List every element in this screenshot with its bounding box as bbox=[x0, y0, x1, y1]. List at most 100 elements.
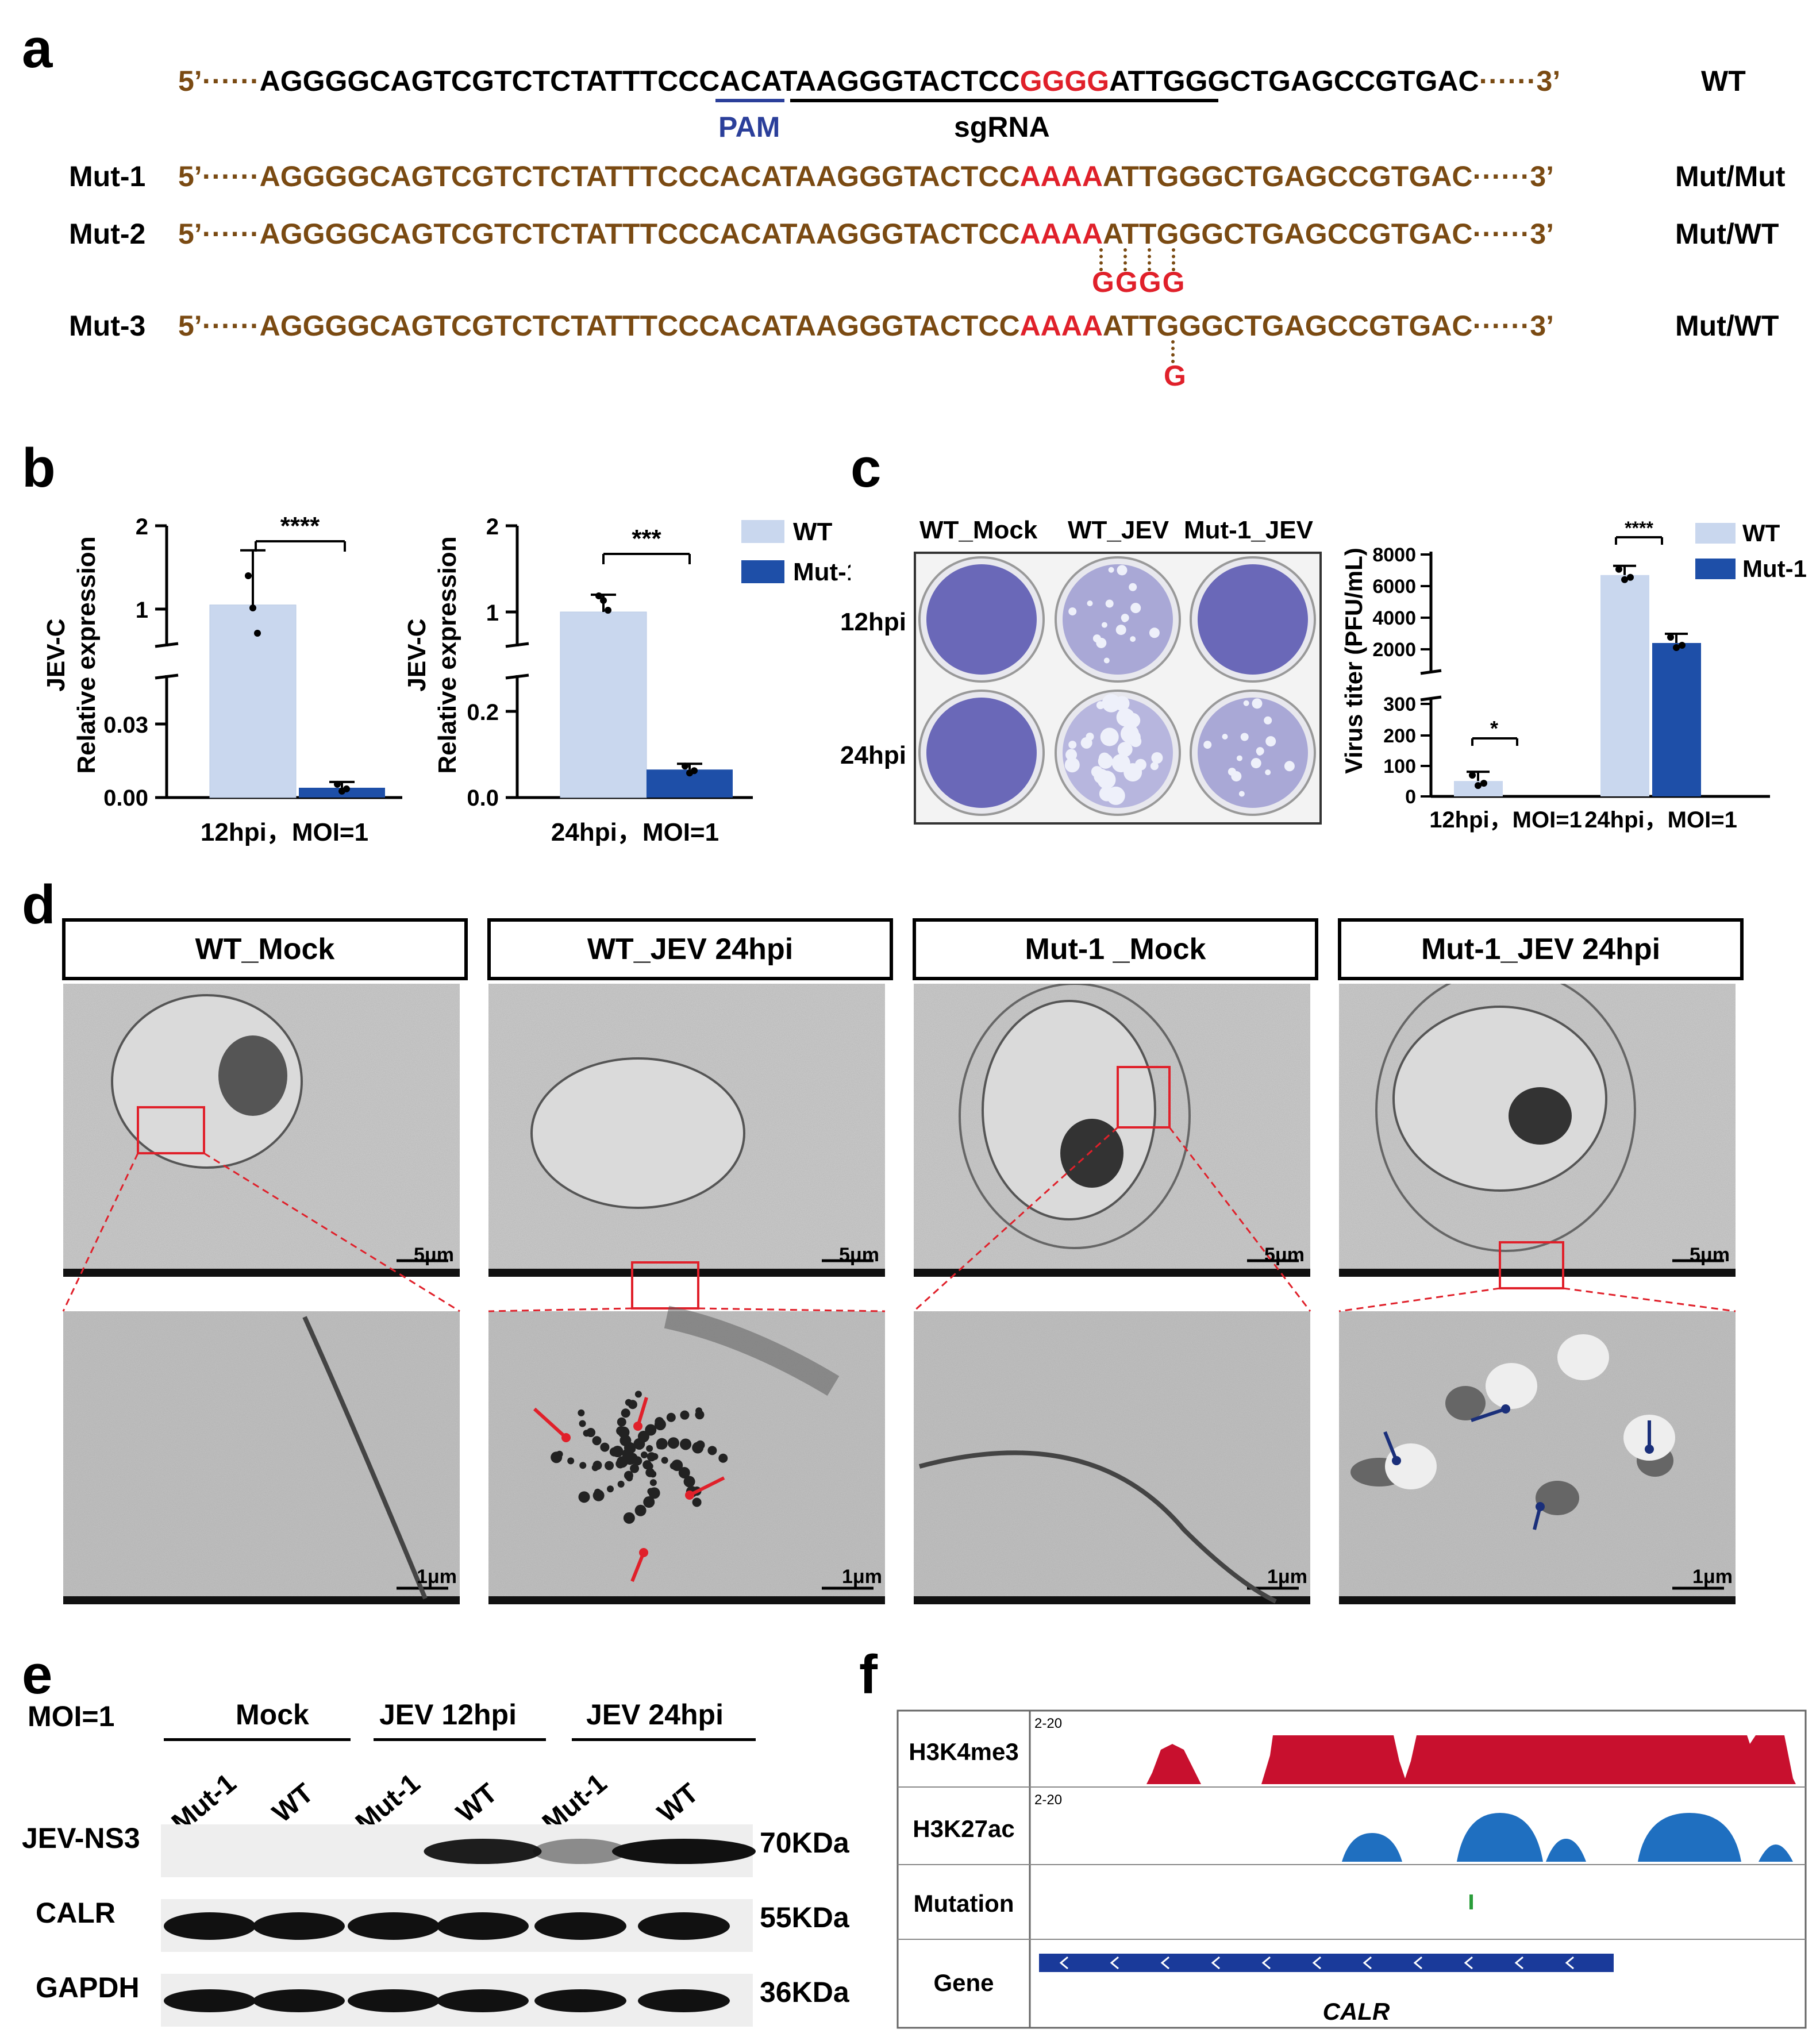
track-range: 2-20 bbox=[1034, 1716, 1062, 1731]
plaque bbox=[1065, 749, 1078, 761]
legend-c: WT Mut-1 bbox=[1695, 519, 1807, 582]
mitochondrion bbox=[1536, 1481, 1579, 1515]
panel-b-charts: JEV-C Relative expression 2 1 0.03 0.00 … bbox=[42, 512, 851, 846]
plaque bbox=[1087, 600, 1093, 606]
data-point bbox=[1621, 576, 1628, 583]
plaque bbox=[1256, 747, 1264, 756]
pam-underline bbox=[715, 99, 784, 102]
arrow-head bbox=[1536, 1502, 1545, 1511]
bar-mut-1 bbox=[1652, 643, 1701, 796]
row-header: 24hpi bbox=[840, 741, 906, 769]
arrow-head bbox=[633, 1422, 642, 1431]
legend-label: WT bbox=[793, 518, 833, 546]
h3k27ac-peak bbox=[1546, 1839, 1586, 1862]
moi-label: MOI=1 bbox=[28, 1700, 115, 1732]
y-tick: 6000 bbox=[1372, 576, 1416, 598]
blot-band bbox=[164, 1912, 256, 1940]
plaque bbox=[1203, 741, 1212, 749]
inset-line bbox=[1338, 1287, 1500, 1312]
col-header: Mut-1_JEV bbox=[1184, 516, 1313, 544]
scale-bar-bottom: 1μm bbox=[842, 1566, 882, 1588]
blot-band bbox=[437, 1912, 529, 1940]
legend-swatch-wt bbox=[1695, 523, 1736, 544]
blot-label: GAPDH bbox=[36, 1971, 140, 2004]
plaque bbox=[1068, 741, 1077, 749]
vacuole bbox=[1557, 1334, 1609, 1380]
plaque bbox=[1236, 755, 1242, 761]
virus-particle bbox=[666, 1412, 676, 1422]
group-underline bbox=[164, 1738, 351, 1741]
scale-bar-top: 5μm bbox=[839, 1244, 879, 1266]
mut-1-genotype: Mut/Mut bbox=[1675, 160, 1786, 192]
plaque bbox=[1284, 761, 1295, 772]
y-tick: 2000 bbox=[1372, 639, 1416, 661]
y-tick: 4000 bbox=[1372, 607, 1416, 629]
mut-seq-mut: AAAA bbox=[1019, 310, 1103, 342]
arrow bbox=[1383, 1431, 1398, 1462]
virus-particle bbox=[628, 1400, 637, 1410]
tem-info-bar bbox=[488, 1269, 885, 1277]
virus-particle bbox=[624, 1470, 633, 1480]
scale-bar-top: 5μm bbox=[1264, 1244, 1305, 1266]
plaque-well-stain bbox=[926, 698, 1037, 808]
data-point bbox=[1627, 573, 1634, 581]
virus-particle bbox=[592, 1461, 602, 1470]
virus-particle bbox=[640, 1435, 648, 1443]
inset-box bbox=[631, 1261, 699, 1310]
h3k27ac-peak bbox=[1457, 1813, 1543, 1862]
scale-bar-bottom: 1μm bbox=[1267, 1566, 1307, 1588]
arrow bbox=[1471, 1407, 1506, 1422]
scale-bar-top: 5μm bbox=[414, 1244, 454, 1266]
blot-band bbox=[164, 1989, 256, 2012]
blot-band bbox=[348, 1912, 440, 1940]
lane-label: WT bbox=[267, 1778, 319, 1829]
plaque bbox=[1151, 752, 1163, 764]
data-point bbox=[254, 630, 261, 637]
plaque bbox=[1130, 603, 1141, 614]
track-label: H3K27ac bbox=[913, 1815, 1014, 1842]
virus-particle bbox=[683, 1476, 695, 1488]
arrow bbox=[636, 1397, 648, 1427]
mut-seq-pre: AGGGGCAGTCGTCTCTATTTCCCACATAAGGGTACTCC bbox=[259, 310, 1020, 342]
virus-particle bbox=[618, 1426, 630, 1438]
data-point bbox=[343, 785, 350, 792]
y-tick: 0.03 bbox=[103, 713, 148, 738]
blot-label: CALR bbox=[36, 1897, 116, 1929]
y-tick: 0 bbox=[1405, 786, 1416, 808]
mut-3-dotted-link bbox=[1171, 340, 1175, 363]
plaque bbox=[1102, 734, 1110, 743]
plaque-well-stain bbox=[1198, 564, 1308, 675]
virus-particle bbox=[636, 1442, 643, 1450]
plaque bbox=[1080, 737, 1092, 749]
lane-label: WT bbox=[652, 1778, 704, 1829]
plaque bbox=[1117, 742, 1133, 757]
vacuole bbox=[1385, 1443, 1437, 1489]
blot-band bbox=[424, 1839, 542, 1864]
y-tick: 2 bbox=[486, 514, 499, 540]
plaque bbox=[1064, 757, 1080, 773]
data-point bbox=[249, 604, 256, 611]
nucleolus bbox=[1060, 1119, 1123, 1188]
plaque bbox=[1106, 786, 1125, 805]
data-point bbox=[1673, 644, 1680, 651]
plaque bbox=[1129, 583, 1137, 591]
bar-wt bbox=[1600, 575, 1649, 796]
tem-title: WT_JEV 24hpi bbox=[487, 918, 893, 980]
mut-2-genotype: Mut/WT bbox=[1675, 218, 1779, 250]
plaque bbox=[1108, 567, 1114, 573]
plaque bbox=[1096, 701, 1105, 710]
virus-particle bbox=[647, 1452, 656, 1462]
significance-stars: *** bbox=[632, 525, 661, 553]
tem-info-bar bbox=[63, 1596, 460, 1604]
virus-particle bbox=[718, 1453, 728, 1463]
virus-particle bbox=[626, 1453, 638, 1465]
virus-particle bbox=[656, 1442, 664, 1450]
inset-line bbox=[488, 1307, 633, 1312]
mut-2-alt-allele: GGGG bbox=[1092, 266, 1186, 298]
plaque bbox=[1250, 758, 1261, 769]
gene-strand-arrow bbox=[1565, 1956, 1574, 1970]
y-tick: 200 bbox=[1383, 725, 1416, 747]
virus-particle bbox=[645, 1424, 657, 1436]
panel-label-d: d bbox=[22, 874, 56, 935]
inset-box bbox=[137, 1106, 205, 1154]
